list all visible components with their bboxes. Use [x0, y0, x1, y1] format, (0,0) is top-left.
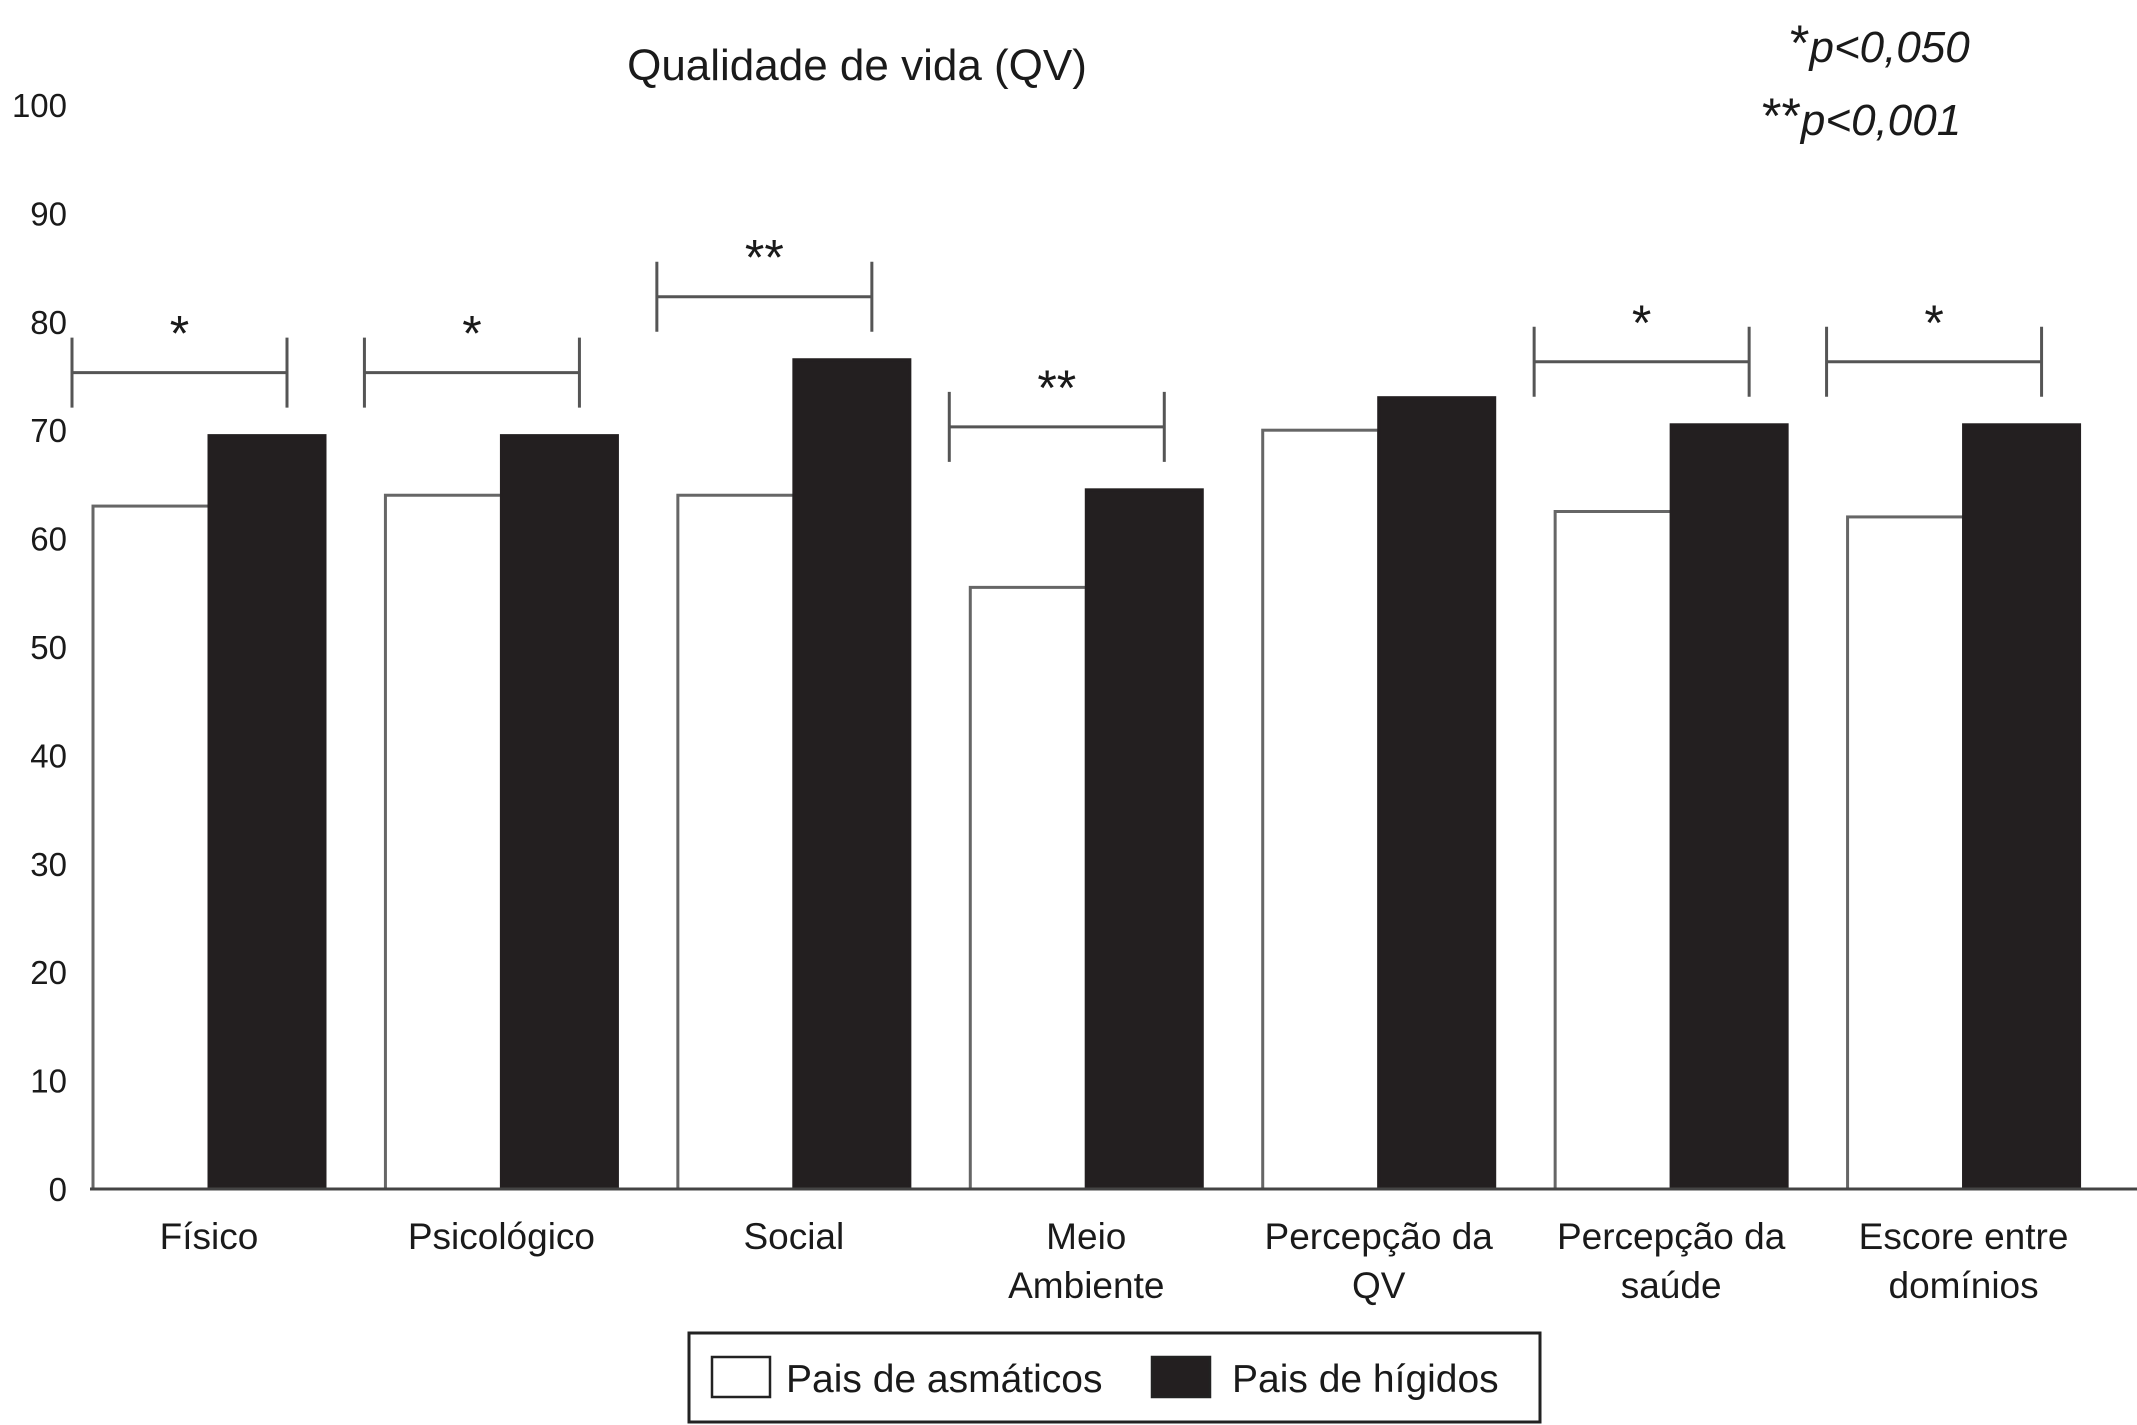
bar-asmaticos	[968, 585, 1088, 1191]
x-category-label: Físico	[160, 1216, 259, 1257]
x-category-label: Ambiente	[1008, 1265, 1164, 1306]
significance-legend: *p<0,050 **p<0,001	[1762, 15, 1970, 145]
y-tick-label: 50	[30, 629, 67, 666]
significance-stars: **	[745, 230, 784, 286]
bar-asmaticos	[1553, 510, 1673, 1191]
x-category-label: saúde	[1621, 1265, 1722, 1306]
significance-brackets: * ****** *	[70, 230, 2044, 462]
chart-title: Qualidade de vida (QV)	[627, 41, 1087, 90]
legend-swatch-higidos	[1150, 1355, 1212, 1399]
bar-higidos	[207, 434, 327, 1191]
significance-stars: **	[1037, 360, 1076, 416]
y-tick-label: 90	[30, 195, 67, 232]
y-tick-label: 100	[12, 87, 67, 124]
bar-higidos	[1962, 423, 2082, 1191]
legend-swatch-asmaticos	[710, 1355, 772, 1399]
significance-stars: *	[462, 306, 481, 362]
bar-asmaticos	[383, 493, 503, 1191]
significance-note-1-stars: *	[1790, 15, 1809, 71]
significance-stars: *	[1632, 295, 1651, 351]
legend-box	[687, 1331, 1542, 1424]
y-tick-label: 0	[49, 1171, 67, 1208]
bar-higidos	[1669, 423, 1789, 1191]
x-category-label: Social	[743, 1216, 844, 1257]
significance-stars: *	[1924, 295, 1943, 351]
bar-higidos	[1377, 396, 1497, 1191]
x-category-label: Meio	[1046, 1216, 1126, 1257]
significance-stars: *	[170, 306, 189, 362]
x-category-label: Percepção da	[1557, 1216, 1786, 1257]
significance-note-2: **p<0,001	[1762, 88, 1961, 145]
y-tick-label: 30	[30, 846, 67, 883]
bar-asmaticos	[1261, 428, 1381, 1191]
significance-note-1-text: p<0,050	[1807, 23, 1970, 72]
x-axis-labels: Físico Psicológico Social Meio Ambiente Perce…	[160, 1216, 2069, 1306]
y-tick-label: 70	[30, 412, 67, 449]
y-tick-label: 40	[30, 737, 67, 774]
x-category-label: Escore entre	[1859, 1216, 2069, 1257]
legend-label-asmaticos: Pais de asmáticos	[786, 1358, 1102, 1401]
bar-higidos	[1084, 488, 1204, 1191]
y-tick-label: 10	[30, 1063, 67, 1100]
y-axis: 0 10 20 30 40 50 60 70 80 90 100	[12, 87, 67, 1208]
x-category-label: QV	[1352, 1265, 1406, 1306]
legend-label-higidos: Pais de hígidos	[1232, 1358, 1499, 1401]
x-category-label: Percepção da	[1265, 1216, 1494, 1257]
significance-note-2-stars: **	[1762, 88, 1801, 144]
y-tick-label: 60	[30, 521, 67, 558]
bar-asmaticos	[1846, 515, 1966, 1191]
bar-higidos	[499, 434, 619, 1191]
bar-higidos	[792, 358, 912, 1191]
y-tick-label: 20	[30, 954, 67, 991]
legend: Pais de asmáticos Pais de hígidos	[687, 1331, 1542, 1424]
bars	[91, 358, 2082, 1191]
significance-note-1: *p<0,050	[1790, 15, 1970, 72]
x-category-label: domínios	[1889, 1265, 2039, 1306]
y-tick-label: 80	[30, 304, 67, 341]
x-category-label: Psicológico	[408, 1216, 595, 1257]
bar-asmaticos	[676, 493, 796, 1191]
significance-note-2-text: p<0,001	[1799, 96, 1961, 145]
bar-asmaticos	[91, 504, 211, 1191]
